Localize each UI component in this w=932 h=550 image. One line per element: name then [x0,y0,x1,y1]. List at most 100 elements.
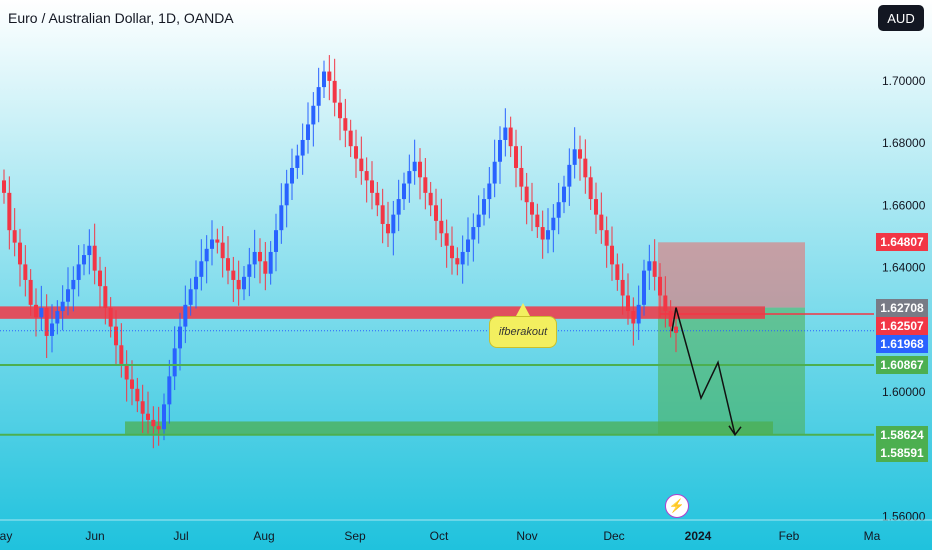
x-tick-label: Oct [430,529,449,543]
candle-body [503,127,508,140]
candle-body [439,220,444,234]
candle-body [551,217,556,231]
candle-body [338,102,342,119]
candle-body [327,71,332,81]
candle-body [370,180,374,193]
candle-body [199,261,204,277]
candle-body [114,326,118,346]
candle-body [194,276,198,290]
candle-body [156,426,161,430]
candle-body [316,87,321,106]
candle-body [354,146,358,159]
candle-body [444,233,449,246]
candle-body [268,251,273,274]
candle-body [284,183,289,206]
candle-body [34,304,38,318]
candle-body [71,279,76,290]
support-zone [125,421,773,435]
candle-body [364,171,369,181]
candle-body [311,105,316,125]
candle-body [620,279,625,296]
candle-body [572,149,577,165]
candle-body [647,261,652,271]
candle-body [252,251,257,265]
candle-body [343,118,348,131]
x-tick-label: 2024 [685,529,712,543]
candle-body [450,245,454,259]
candle-body [66,289,70,302]
candle-body [658,276,662,296]
candle-body [18,242,22,265]
breakout-callout: ifberakout [489,316,557,348]
candle-body [322,71,326,88]
x-tick-label: Aug [253,529,274,543]
candle-body [487,183,492,200]
stop-loss-zone [658,242,805,308]
candle-body [178,326,182,349]
candle-body [215,239,220,243]
candle-body [583,158,588,178]
candle-body [396,199,401,215]
candle-body [540,227,545,240]
candle-body [124,363,129,380]
candle-body [492,161,497,184]
price-label-stop: 1.64807 [876,233,928,252]
take-profit-zone [658,307,805,435]
candle-body [412,161,417,172]
x-tick-label: ay [0,529,12,543]
candle-body [636,304,641,324]
candle-body [220,242,225,259]
candle-body [242,276,246,290]
candle-body [508,127,513,147]
candle-body [12,230,17,243]
candle-body [455,258,460,265]
candle-body [631,311,636,324]
candle-body [87,245,92,256]
candle-body [498,139,502,162]
candle-body [407,171,412,184]
x-tick-label: Sep [344,529,366,543]
candle-body [236,279,241,290]
candle-body [471,227,476,240]
price-label-current: 1.61968 [876,334,928,353]
candle-body [263,261,268,274]
candle-body [466,239,470,252]
candle-body [231,270,236,280]
candle-body [524,186,529,203]
candle-body [423,177,428,193]
candle-body [204,248,209,262]
candle-body [348,130,353,147]
y-tick-label: 1.66000 [882,198,926,212]
candle-body [626,295,630,312]
candle-body [290,167,294,184]
y-tick-label: 1.60000 [882,385,926,399]
price-label-gray: 1.62708 [876,298,928,317]
candle-body [391,214,396,234]
candle-body [519,167,524,187]
y-tick-label: 1.64000 [882,261,926,275]
price-label-green: 1.60867 [876,355,928,374]
x-tick-label: Nov [516,529,537,543]
candle-body [562,186,566,203]
candle-body [567,164,572,187]
candle-body [295,155,300,168]
x-tick-label: Feb [779,529,800,543]
candlestick-series [2,55,678,449]
candle-body [642,270,646,305]
candle-body [556,202,561,218]
projected-path-arrowhead [728,425,742,437]
price-label-red: 1.62507 [876,316,928,335]
candle-body [578,149,582,159]
candle-body [594,199,598,215]
candle-body [615,264,620,280]
candle-body [162,404,166,430]
currency-button[interactable]: AUD [878,5,924,31]
candle-body [258,251,262,262]
lightning-icon[interactable]: ⚡ [665,494,689,518]
candle-body [300,139,305,156]
x-tick-label: Dec [603,529,624,543]
candle-body [226,258,230,271]
candle-body [599,214,604,231]
x-tick-label: Ma [864,529,881,543]
